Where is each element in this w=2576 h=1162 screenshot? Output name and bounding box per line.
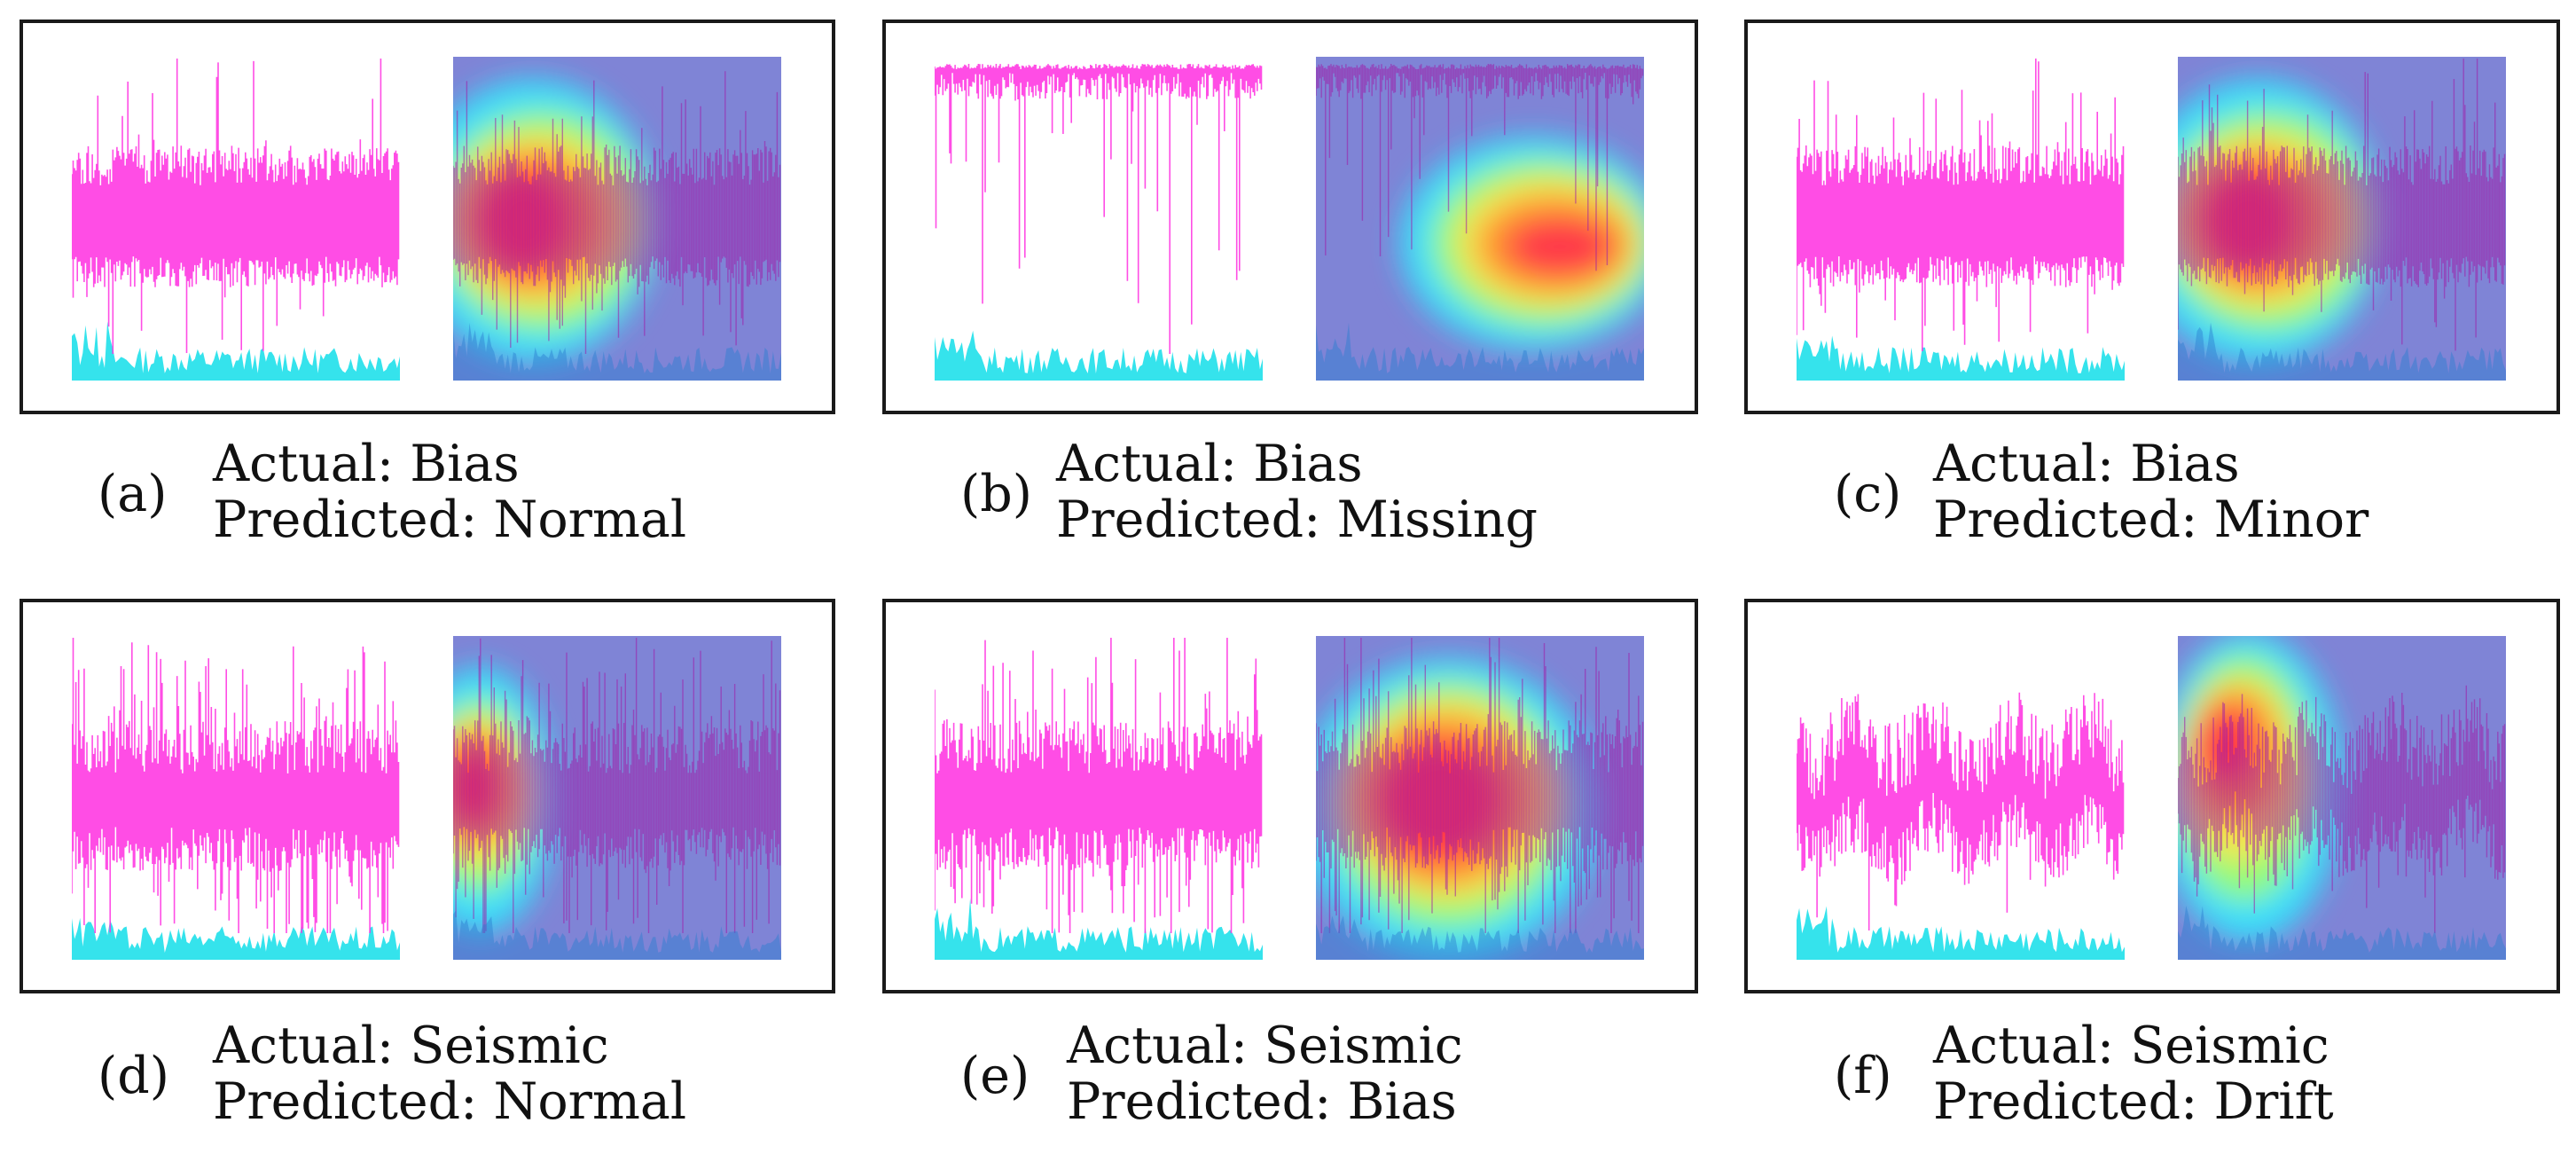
caption-actual: Actual: Seismic (1067, 1017, 1463, 1075)
noise-band (1797, 335, 2125, 381)
gradcam-heatmap (453, 636, 781, 960)
noise-band (1797, 906, 2125, 960)
heatmap-d (453, 636, 781, 960)
gradcam-heatmap (1316, 636, 1644, 960)
overlay-trace (1316, 638, 1644, 933)
overlay-noise (1316, 915, 1644, 960)
panel-a (20, 20, 835, 414)
caption-actual: Actual: Seismic (1933, 1017, 2329, 1075)
panel-e (882, 599, 1698, 993)
signal-plot-a (72, 57, 400, 381)
noise-band (72, 321, 400, 381)
panel-b (882, 20, 1698, 414)
signal-trace (1797, 692, 2125, 930)
panel-c (1744, 20, 2560, 414)
overlay-noise (2178, 322, 2506, 381)
signal-waveform (1797, 59, 2125, 381)
heatmap-b (1316, 57, 1644, 381)
caption-actual: Actual: Bias (213, 435, 520, 493)
signal-trace (1797, 59, 2125, 351)
signal-waveform (935, 638, 1263, 960)
signal-trace (935, 64, 1263, 354)
heatmap-e (1316, 636, 1644, 960)
overlay-trace (2178, 685, 2506, 933)
signal-plot-b (935, 57, 1263, 381)
overlay-noise (2178, 906, 2506, 960)
overlay-trace (453, 71, 781, 354)
noise-band (72, 917, 400, 960)
caption-letter: (c) (1834, 465, 1902, 523)
caption-letter: (f) (1834, 1047, 1892, 1105)
signal-plot-d (72, 636, 400, 960)
signal-waveform (1797, 692, 2125, 960)
caption-predicted: Predicted: Missing (1056, 491, 1538, 549)
caption-letter: (e) (960, 1047, 1030, 1105)
caption-letter: (b) (960, 465, 1032, 523)
gradcam-heatmap (2178, 636, 2506, 960)
signal-waveform (72, 59, 400, 381)
caption-predicted: Predicted: Minor (1933, 491, 2369, 549)
caption-actual: Actual: Bias (1056, 435, 1363, 493)
signal-trace (72, 59, 400, 354)
signal-plot-e (935, 636, 1263, 960)
caption-actual: Actual: Bias (1933, 435, 2240, 493)
panel-d (20, 599, 835, 993)
noise-band (935, 898, 1263, 960)
heatmap-c (2178, 57, 2506, 381)
overlay-trace (1316, 64, 1644, 271)
heatmap-f (2178, 636, 2506, 960)
gradcam-heatmap (2178, 57, 2506, 381)
gradcam-heatmap (453, 57, 781, 381)
overlay-noise (453, 910, 781, 960)
signal-trace (935, 638, 1263, 933)
panel-f (1744, 599, 2560, 993)
caption-actual: Actual: Seismic (213, 1017, 609, 1075)
signal-plot-c (1797, 57, 2125, 381)
noise-band (935, 330, 1263, 381)
gradcam-heatmap (1316, 57, 1644, 381)
caption-predicted: Predicted: Drift (1933, 1072, 2334, 1131)
overlay-trace (2178, 59, 2506, 351)
overlay-trace (453, 638, 781, 933)
signal-waveform (72, 638, 400, 960)
caption-letter: (a) (98, 465, 168, 523)
heatmap-a (453, 57, 781, 381)
signal-plot-f (1797, 636, 2125, 960)
caption-letter: (d) (98, 1047, 169, 1105)
caption-predicted: Predicted: Normal (213, 491, 687, 549)
signal-waveform (935, 64, 1263, 381)
caption-predicted: Predicted: Normal (213, 1072, 687, 1131)
overlay-noise (453, 322, 781, 381)
caption-predicted: Predicted: Bias (1067, 1072, 1457, 1131)
signal-trace (72, 638, 400, 933)
overlay-noise (1316, 322, 1644, 381)
heat-blob (1400, 137, 1644, 349)
